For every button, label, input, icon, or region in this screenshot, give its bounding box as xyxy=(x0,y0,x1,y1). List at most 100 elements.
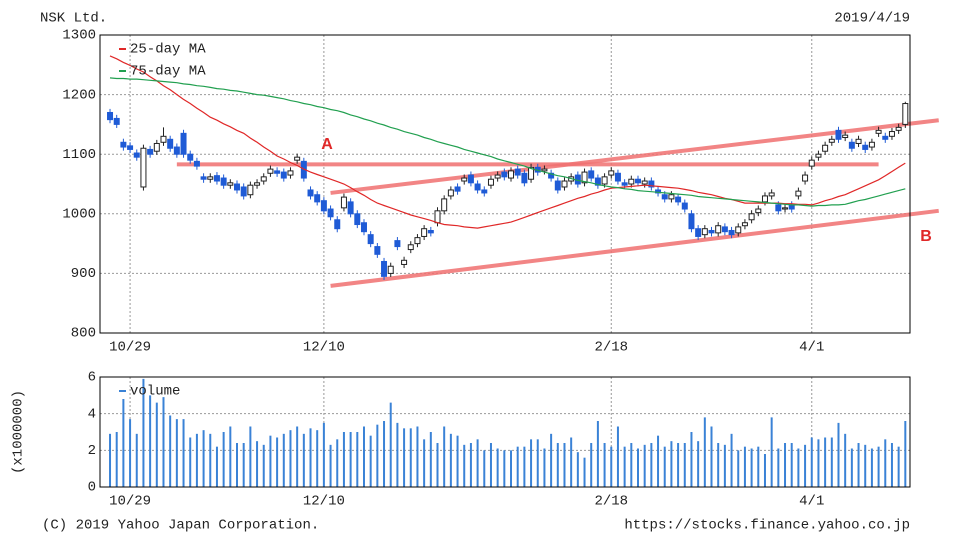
candle-body xyxy=(167,138,174,149)
candle-body xyxy=(481,189,488,194)
x-tick-label: 2/18 xyxy=(594,494,628,510)
candle-body xyxy=(187,153,194,161)
source-url: https://stocks.finance.yahoo.co.jp xyxy=(624,518,910,534)
candle-body xyxy=(107,111,114,121)
candle-body xyxy=(514,168,521,176)
candle-body xyxy=(200,176,207,180)
candle-body xyxy=(708,229,715,234)
candle-body xyxy=(360,222,367,233)
candle-body xyxy=(648,180,655,188)
candle-body xyxy=(822,144,829,152)
stock-date: 2019/4/19 xyxy=(834,11,910,27)
candle-body xyxy=(581,171,588,184)
candle-body xyxy=(728,229,735,236)
candle-body xyxy=(461,177,468,182)
candle-body xyxy=(802,174,809,182)
candle-body xyxy=(815,153,822,158)
candle-body xyxy=(240,186,247,197)
candle-body xyxy=(862,144,869,150)
candle-body xyxy=(701,228,708,236)
candle-body xyxy=(407,244,414,251)
candle-body xyxy=(314,194,321,203)
candle-body xyxy=(554,180,561,191)
candle-body xyxy=(153,142,160,152)
candle-body xyxy=(160,135,167,143)
y-tick-label: 1200 xyxy=(62,87,96,103)
candle-body xyxy=(381,260,388,277)
candle-body xyxy=(494,174,501,179)
candle-body xyxy=(735,226,742,234)
candle-body xyxy=(354,213,361,226)
candle-body xyxy=(133,152,140,158)
plot-frame xyxy=(99,376,911,488)
y-tick-label: 0 xyxy=(88,480,96,496)
candle-body xyxy=(474,183,481,191)
x-tick-label: 4/1 xyxy=(799,494,824,510)
candle-body xyxy=(427,229,434,234)
candle-body xyxy=(882,135,889,140)
candle-body xyxy=(528,166,535,180)
candle-body xyxy=(855,138,862,144)
candle-body xyxy=(541,168,548,172)
candle-body xyxy=(334,219,341,230)
candle-body xyxy=(173,146,180,155)
ma-line xyxy=(109,77,906,207)
candle-body xyxy=(548,172,555,179)
y-tick-label: 4 xyxy=(88,406,96,422)
candle-body xyxy=(274,170,281,174)
candle-body xyxy=(675,196,682,203)
x-tick-label: 2/18 xyxy=(594,340,628,356)
candle-body xyxy=(113,117,120,125)
candle-body xyxy=(748,213,755,221)
candle-body xyxy=(267,168,274,174)
candle-body xyxy=(401,259,408,265)
candle-body xyxy=(868,141,875,148)
y-tick-label: 900 xyxy=(71,266,96,282)
x-tick-label: 4/1 xyxy=(799,340,824,356)
candle-body xyxy=(447,189,454,197)
candle-body xyxy=(247,184,254,196)
y-tick-label: 800 xyxy=(71,326,96,342)
x-tick-label: 12/10 xyxy=(303,340,345,356)
candle-body xyxy=(254,182,261,186)
candle-body xyxy=(227,182,234,186)
y-tick-label: 1300 xyxy=(62,28,96,44)
candle-body xyxy=(454,186,461,192)
y-tick-label: 2 xyxy=(88,443,96,459)
legend-label: 25-day MA xyxy=(130,42,206,58)
candle-body xyxy=(835,129,842,140)
candle-body xyxy=(414,237,421,245)
candle-body xyxy=(608,170,615,176)
candle-body xyxy=(888,131,895,137)
x-tick-label: 10/29 xyxy=(109,340,151,356)
candle-body xyxy=(127,145,134,150)
trend-label: B xyxy=(920,228,932,245)
candle-body xyxy=(280,171,287,179)
candle-body xyxy=(140,147,147,188)
candle-body xyxy=(374,246,381,255)
y-axis-label: (x1000000) xyxy=(11,390,27,474)
candle-body xyxy=(661,194,668,200)
candle-body xyxy=(688,213,695,230)
candle-body xyxy=(367,234,374,245)
candle-body xyxy=(220,177,227,186)
candle-body xyxy=(120,141,127,148)
candle-body xyxy=(601,176,608,185)
stock-title: NSK Ltd. xyxy=(40,11,107,27)
candle-body xyxy=(875,129,882,134)
x-tick-label: 12/10 xyxy=(303,494,345,510)
candle-body xyxy=(808,159,815,167)
candle-body xyxy=(681,202,688,210)
candle-body xyxy=(895,126,902,131)
candle-body xyxy=(761,195,768,203)
candle-body xyxy=(655,189,662,194)
candle-body xyxy=(641,180,648,185)
candle-body xyxy=(848,141,855,149)
candle-body xyxy=(795,190,802,197)
candle-body xyxy=(715,225,722,234)
trend-label: A xyxy=(321,136,333,153)
y-tick-label: 1000 xyxy=(62,207,96,223)
candle-body xyxy=(634,178,641,184)
candle-body xyxy=(775,204,782,212)
